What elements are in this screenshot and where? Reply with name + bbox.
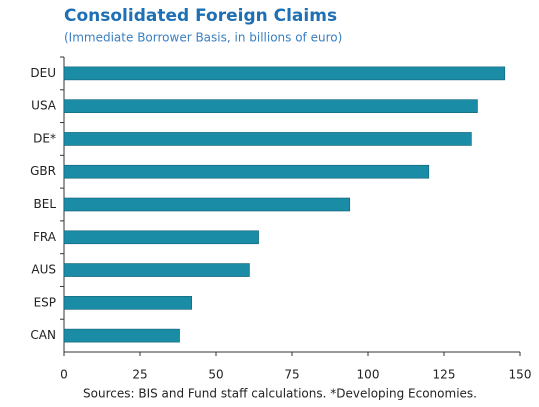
- y-tick-label: ESP: [34, 295, 56, 309]
- x-tick-label: 100: [357, 368, 380, 382]
- y-tick-label: FRA: [33, 230, 57, 244]
- y-tick-label: BEL: [34, 197, 57, 211]
- source-note: Sources: BIS and Fund staff calculations…: [83, 387, 477, 401]
- x-tick-label: 50: [208, 368, 223, 382]
- y-tick-label: DE*: [33, 131, 56, 145]
- y-tick-label: GBR: [30, 164, 56, 178]
- bar: [63, 99, 478, 113]
- chart-subtitle: (Immediate Borrower Basis, in billions o…: [64, 31, 342, 45]
- x-tick-label: 75: [284, 368, 299, 382]
- x-tick-label: 25: [132, 368, 147, 382]
- bar: [63, 263, 250, 277]
- bar: [63, 328, 180, 343]
- y-tick-label: CAN: [30, 328, 56, 342]
- x-tick-label: 150: [509, 368, 532, 382]
- bar: [63, 230, 259, 245]
- bar: [63, 66, 506, 81]
- chart-title: Consolidated Foreign Claims: [64, 6, 337, 26]
- y-tick-label: AUS: [31, 263, 56, 277]
- bar: [63, 132, 472, 146]
- x-tick-label: 0: [60, 368, 68, 382]
- y-tick-label: USA: [31, 99, 57, 113]
- y-tick-label: DEU: [30, 66, 56, 80]
- bar: [63, 164, 430, 179]
- bar: [63, 296, 192, 310]
- bar: [63, 197, 351, 212]
- x-tick-label: 125: [433, 368, 456, 382]
